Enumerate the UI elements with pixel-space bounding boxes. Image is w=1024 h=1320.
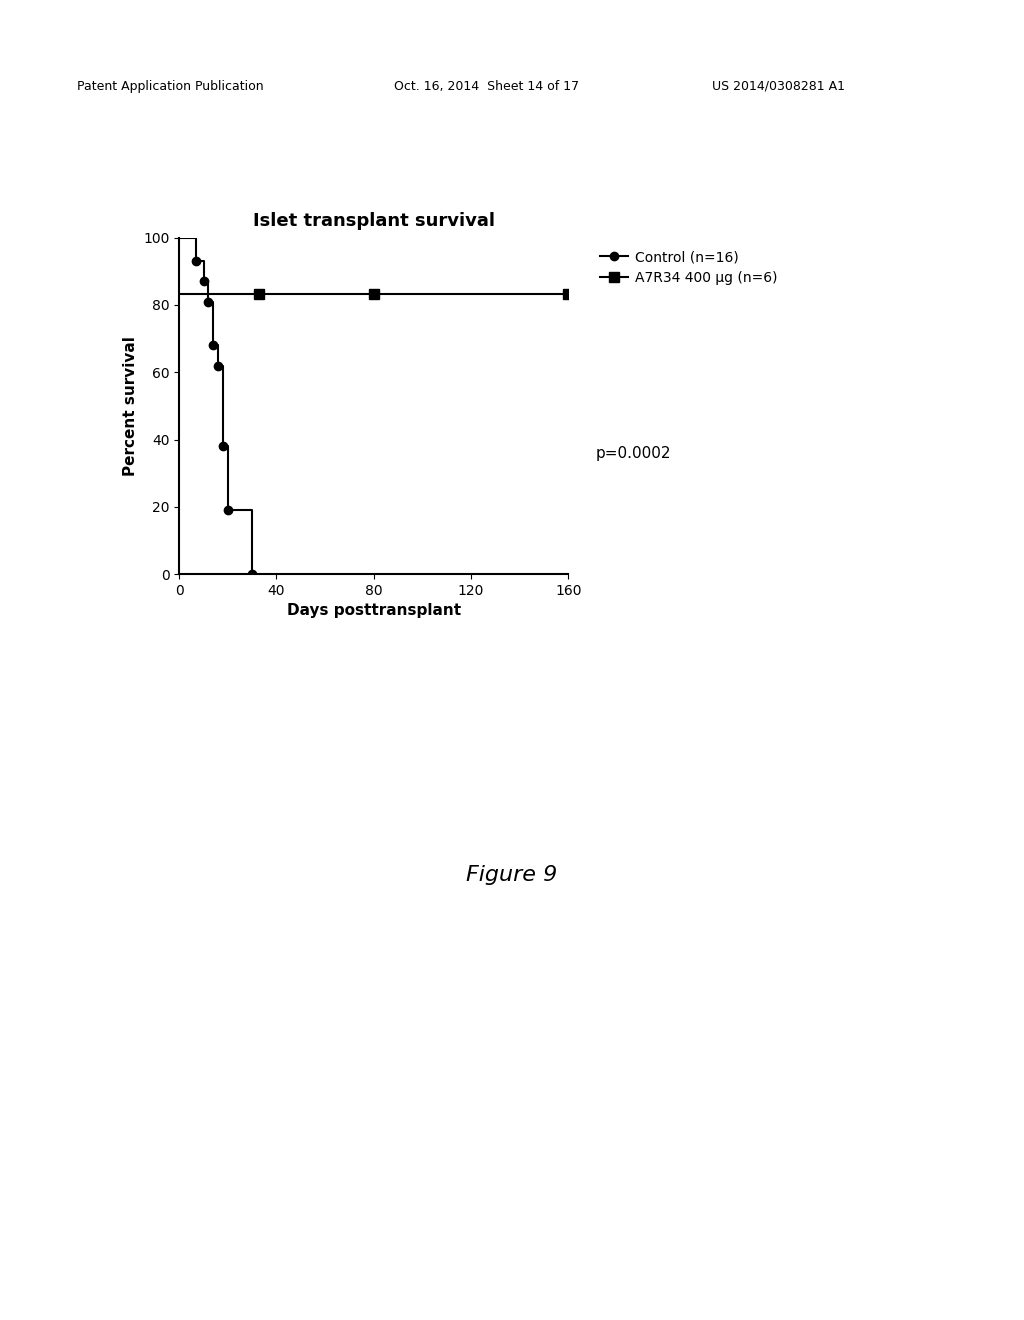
Text: Figure 9: Figure 9 xyxy=(466,865,558,884)
Text: p=0.0002: p=0.0002 xyxy=(596,446,671,461)
Legend: Control (n=16), A7R34 400 μg (n=6): Control (n=16), A7R34 400 μg (n=6) xyxy=(595,244,783,290)
Text: Oct. 16, 2014  Sheet 14 of 17: Oct. 16, 2014 Sheet 14 of 17 xyxy=(394,79,580,92)
Text: US 2014/0308281 A1: US 2014/0308281 A1 xyxy=(712,79,845,92)
X-axis label: Days posttransplant: Days posttransplant xyxy=(287,603,461,619)
Y-axis label: Percent survival: Percent survival xyxy=(123,337,137,475)
Title: Islet transplant survival: Islet transplant survival xyxy=(253,213,495,231)
Text: Patent Application Publication: Patent Application Publication xyxy=(77,79,263,92)
